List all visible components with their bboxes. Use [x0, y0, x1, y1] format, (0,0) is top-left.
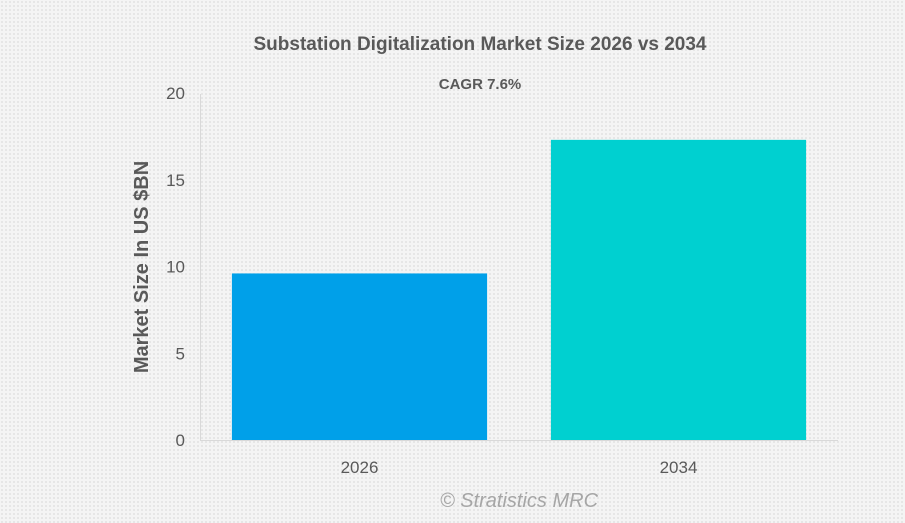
y-tick-label: 0 [176, 431, 185, 450]
y-axis-ticks: 0 5 10 15 20 [166, 84, 185, 450]
bars [231, 139, 807, 440]
chart-subtitle: CAGR 7.6% [439, 76, 522, 93]
credit-text: © Stratistics MRC [440, 490, 599, 512]
y-tick-label: 20 [166, 84, 185, 103]
y-tick-label: 15 [166, 171, 185, 190]
bar-2026 [231, 273, 488, 440]
y-tick-label: 10 [166, 258, 185, 277]
y-axis-label: Market Size In US $BN [131, 161, 153, 373]
x-axis-ticks: 2026 2034 [341, 458, 698, 477]
bar-2034 [550, 139, 807, 440]
y-tick-label: 5 [176, 344, 185, 363]
x-tick-label: 2026 [341, 458, 379, 477]
x-tick-label: 2034 [660, 458, 698, 477]
chart-title: Substation Digitalization Market Size 20… [254, 34, 707, 55]
